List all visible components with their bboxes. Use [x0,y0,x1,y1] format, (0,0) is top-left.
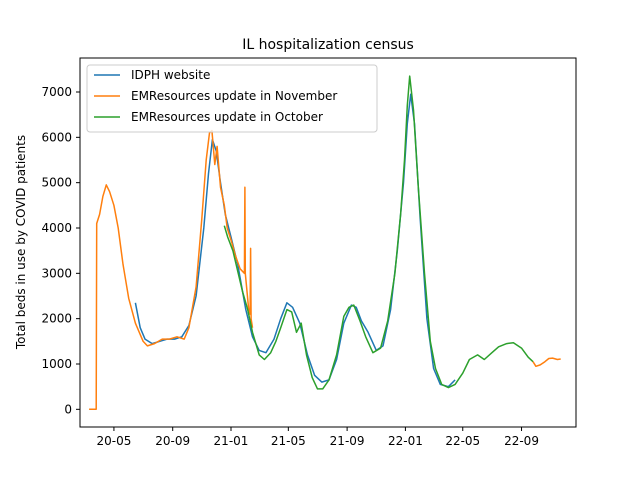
x-tick-label: 20-05 [96,434,131,448]
y-tick-label: 3000 [41,266,72,280]
legend-label: IDPH website [131,68,210,82]
x-tick-label: 21-09 [330,434,365,448]
y-axis-ticks: 0 1000 2000 3000 4000 5000 6000 7000 [41,85,80,416]
x-tick-label: 22-09 [504,434,539,448]
x-tick-label: 22-05 [445,434,480,448]
y-tick-label: 2000 [41,312,72,326]
legend-label: EMResources update in October [131,110,323,124]
y-tick-label: 5000 [41,176,72,190]
x-tick-label: 20-09 [155,434,190,448]
legend-box [86,64,378,133]
series-line-1 [89,129,254,411]
x-axis-ticks: 20-05 20-09 21-01 21-05 21-09 22-01 22-05 22-09 [96,427,539,448]
series-line-3 [532,357,561,368]
y-tick-label: 4000 [41,221,72,235]
y-tick-label: 6000 [41,130,72,144]
legend-label: EMResources update in November [131,89,337,103]
y-tick-label: 1000 [41,357,72,371]
legend: IDPH website EMResources update in Novemb… [86,64,378,133]
y-axis-label: Total beds in use by COVID patients [14,135,28,350]
chart-title: IL hospitalization census [242,37,414,53]
plot-frame [79,57,577,428]
y-tick-label: 7000 [41,85,72,99]
series-line-2 [223,75,534,390]
x-tick-label: 21-01 [214,434,249,448]
x-tick-label: 22-01 [388,434,423,448]
series-lines [89,75,561,411]
x-tick-label: 21-05 [271,434,306,448]
y-tick-label: 0 [64,402,72,416]
